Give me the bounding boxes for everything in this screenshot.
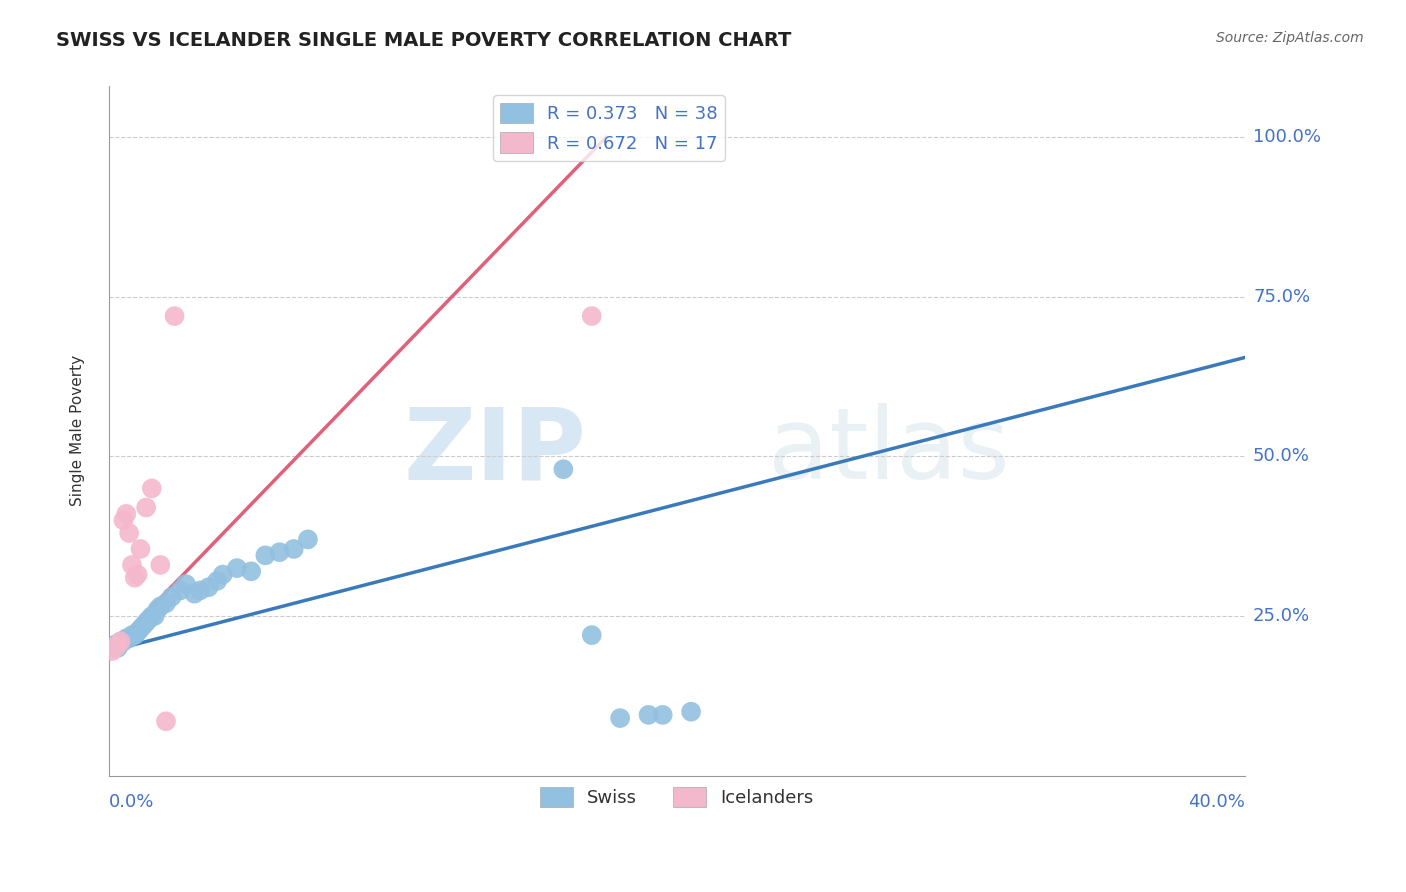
Point [129, 541, 152, 556]
Point [581, 309, 603, 323]
Point [283, 541, 305, 556]
Point [681, 705, 703, 719]
Point [174, 577, 197, 591]
Point [115, 507, 138, 521]
Point [149, 558, 172, 572]
Point [149, 599, 172, 614]
Point [101, 644, 124, 658]
Point [197, 580, 219, 594]
Point [107, 638, 129, 652]
Text: 0.0%: 0.0% [110, 793, 155, 812]
Point [188, 583, 211, 598]
Point [115, 632, 138, 646]
Point [121, 628, 143, 642]
Point [581, 628, 603, 642]
Point [127, 567, 149, 582]
Text: Single Male Poverty: Single Male Poverty [70, 355, 84, 507]
Text: 100.0%: 100.0% [1253, 128, 1322, 146]
Point [226, 561, 249, 575]
Point [138, 612, 160, 626]
Point [160, 590, 183, 604]
Point [146, 602, 169, 616]
Text: 50.0%: 50.0% [1253, 448, 1310, 466]
Text: 75.0%: 75.0% [1253, 288, 1310, 306]
Text: atlas: atlas [768, 403, 1010, 500]
Point [169, 583, 191, 598]
Point [135, 500, 157, 515]
Point [121, 558, 143, 572]
Point [110, 634, 132, 648]
Text: 25.0%: 25.0% [1253, 607, 1310, 625]
Point [651, 707, 673, 722]
Point [129, 622, 152, 636]
Point [124, 628, 146, 642]
Text: 40.0%: 40.0% [1188, 793, 1244, 812]
Point [553, 462, 575, 476]
Point [124, 571, 146, 585]
Point [143, 609, 166, 624]
Point [637, 707, 659, 722]
Point [205, 574, 228, 588]
Point [110, 634, 132, 648]
Point [132, 618, 155, 632]
Point [135, 615, 157, 630]
Point [297, 533, 319, 547]
Text: ZIP: ZIP [404, 403, 586, 500]
Point [127, 624, 149, 639]
Point [609, 711, 631, 725]
Point [118, 632, 141, 646]
Point [141, 609, 163, 624]
Text: Source: ZipAtlas.com: Source: ZipAtlas.com [1216, 31, 1364, 45]
Point [269, 545, 291, 559]
Point [112, 513, 135, 527]
Point [104, 638, 127, 652]
Point [141, 481, 163, 495]
Point [155, 714, 177, 729]
Point [107, 640, 129, 655]
Point [163, 309, 186, 323]
Point [240, 564, 263, 578]
Point [211, 567, 233, 582]
Legend: Swiss, Icelanders: Swiss, Icelanders [533, 780, 821, 814]
Point [183, 587, 205, 601]
Point [118, 526, 141, 541]
Point [104, 640, 127, 655]
Text: SWISS VS ICELANDER SINGLE MALE POVERTY CORRELATION CHART: SWISS VS ICELANDER SINGLE MALE POVERTY C… [56, 31, 792, 50]
Point [112, 634, 135, 648]
Point [254, 549, 277, 563]
Point [155, 596, 177, 610]
